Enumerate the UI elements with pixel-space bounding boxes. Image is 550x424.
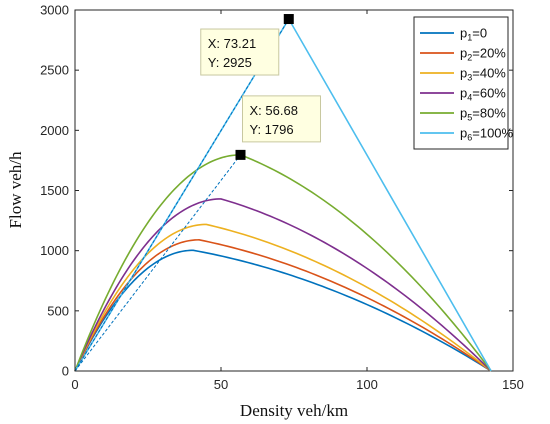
y-tick-label: 2500: [40, 63, 69, 78]
datatip-2[interactable]: X: 56.68 Y: 1796: [235, 95, 322, 160]
datatip-1[interactable]: X: 73.21 Y: 2925: [200, 14, 294, 76]
dashed-line-1: [74, 18, 290, 372]
legend-item-p4[interactable]: p4=60%: [420, 86, 506, 103]
datatips-layer[interactable]: X: 73.21 Y: 2925 X: 56.68 Y: 1796: [200, 14, 322, 160]
legend-box: [413, 16, 509, 150]
datatip-y: Y: 2925: [208, 55, 252, 70]
datatip-box: [242, 95, 322, 143]
y-tick-label: 1000: [40, 243, 69, 258]
series-line-p4: [74, 198, 492, 372]
y-tick-label: 3000: [40, 3, 69, 18]
x-tick-label: 0: [71, 377, 78, 392]
datatip-marker[interactable]: [283, 14, 294, 25]
legend-label: p3=40%: [460, 66, 506, 83]
dashed-extension-layer: [74, 18, 290, 372]
x-tick-label: 50: [214, 377, 228, 392]
legend-label: p5=80%: [460, 106, 506, 123]
datatip-x: X: 56.68: [250, 103, 298, 118]
x-tick-label: 150: [502, 377, 524, 392]
datatip-y: Y: 1796: [250, 122, 294, 137]
y-tick-label: 0: [62, 364, 69, 379]
x-tick-label: 100: [356, 377, 378, 392]
legend-label: p4=60%: [460, 86, 506, 103]
datatip-marker[interactable]: [235, 149, 246, 160]
legend-item-p3[interactable]: p3=40%: [420, 66, 506, 83]
y-axis-label: Flow veh/h: [6, 151, 25, 228]
series-line-p1: [74, 249, 492, 372]
legend-item-p5[interactable]: p5=80%: [420, 106, 506, 123]
series-line-p3: [74, 223, 492, 372]
y-tick-label: 2000: [40, 123, 69, 138]
datatip-box: [200, 28, 280, 76]
x-axis-label: Density veh/km: [240, 401, 348, 420]
dashed-line-2: [74, 154, 241, 372]
datatip-x: X: 73.21: [208, 36, 256, 51]
legend-item-p6[interactable]: p6=100%: [420, 126, 514, 143]
legend[interactable]: p1=0 p2=20% p3=40% p4=60% p5=80% p6=100%: [413, 16, 514, 150]
legend-label: p1=0: [460, 26, 487, 43]
legend-item-p1[interactable]: p1=0: [420, 26, 487, 43]
y-tick-label: 1500: [40, 183, 69, 198]
legend-item-p2[interactable]: p2=20%: [420, 46, 506, 63]
legend-label: p6=100%: [460, 126, 514, 143]
series-line-p2: [74, 239, 492, 372]
y-tick-label: 500: [47, 303, 69, 318]
legend-label: p2=20%: [460, 46, 506, 63]
